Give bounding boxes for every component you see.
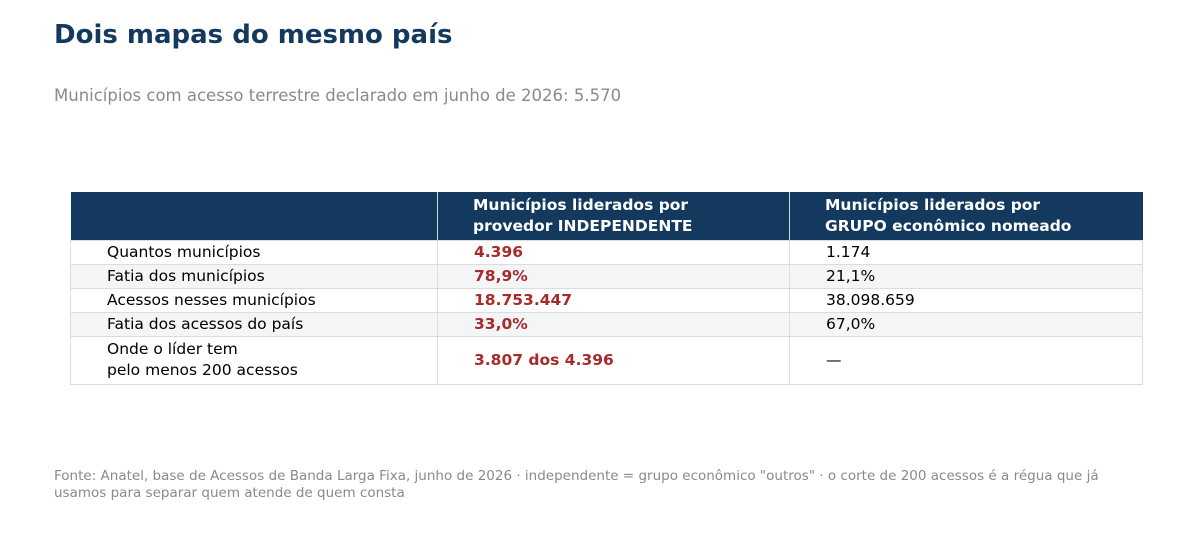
row-label-line: Fatia dos acessos do país — [107, 314, 304, 333]
header-line: Municípios liderados por — [825, 195, 1041, 214]
header-cell-independente: Municípios liderados por provedor INDEPE… — [437, 192, 790, 240]
grupo-value: 38.098.659 — [789, 287, 1143, 313]
independente-value: 3.807 dos 4.396 — [437, 335, 790, 385]
grupo-value: — — [789, 335, 1143, 385]
row-label: Acessos nesses municípios — [70, 287, 438, 313]
source-note: Fonte: Anatel, base de Acessos de Banda … — [54, 468, 1194, 502]
table-row: Quantos municípios 4.396 1.174 — [70, 239, 1143, 265]
row-label: Fatia dos municípios — [70, 263, 438, 289]
independente-value: 78,9% — [437, 263, 790, 289]
row-label: Fatia dos acessos do país — [70, 311, 438, 337]
row-label-line: pelo menos 200 acessos — [107, 361, 298, 379]
table-row: Fatia dos acessos do país 33,0% 67,0% — [70, 311, 1143, 337]
row-label: Quantos municípios — [70, 239, 438, 265]
source-line: Fonte: Anatel, base de Acessos de Banda … — [54, 468, 1099, 484]
comparison-table: Municípios liderados por provedor INDEPE… — [70, 192, 1143, 385]
table-row: Onde o líder tem pelo menos 200 acessos … — [70, 335, 1143, 385]
grupo-value: 67,0% — [789, 311, 1143, 337]
row-label-line: Quantos municípios — [107, 242, 261, 261]
independente-value: 33,0% — [437, 311, 790, 337]
row-label-line: Onde o líder tem — [107, 340, 238, 358]
table-row: Fatia dos municípios 78,9% 21,1% — [70, 263, 1143, 289]
header-line: GRUPO econômico nomeado — [825, 216, 1072, 235]
table-header-row: Municípios liderados por provedor INDEPE… — [70, 192, 1143, 240]
row-label-line: Fatia dos municípios — [107, 266, 265, 285]
table-row: Acessos nesses municípios 18.753.447 38.… — [70, 287, 1143, 313]
independente-value: 4.396 — [437, 239, 790, 265]
header-cell-grupo: Municípios liderados por GRUPO econômico… — [789, 192, 1143, 240]
header-line: Municípios liderados por — [473, 195, 689, 214]
chart-title: Dois mapas do mesmo país — [54, 20, 453, 50]
header-cell-empty — [70, 192, 438, 240]
grupo-value: 21,1% — [789, 263, 1143, 289]
header-line: provedor INDEPENDENTE — [473, 216, 693, 235]
chart-subtitle: Municípios com acesso terrestre declarad… — [54, 86, 622, 105]
row-label-line: Acessos nesses municípios — [107, 290, 316, 309]
grupo-value: 1.174 — [789, 239, 1143, 265]
source-line: usamos para separar quem atende de quem … — [54, 485, 405, 501]
row-label: Onde o líder tem pelo menos 200 acessos — [70, 335, 438, 385]
independente-value: 18.753.447 — [437, 287, 790, 313]
